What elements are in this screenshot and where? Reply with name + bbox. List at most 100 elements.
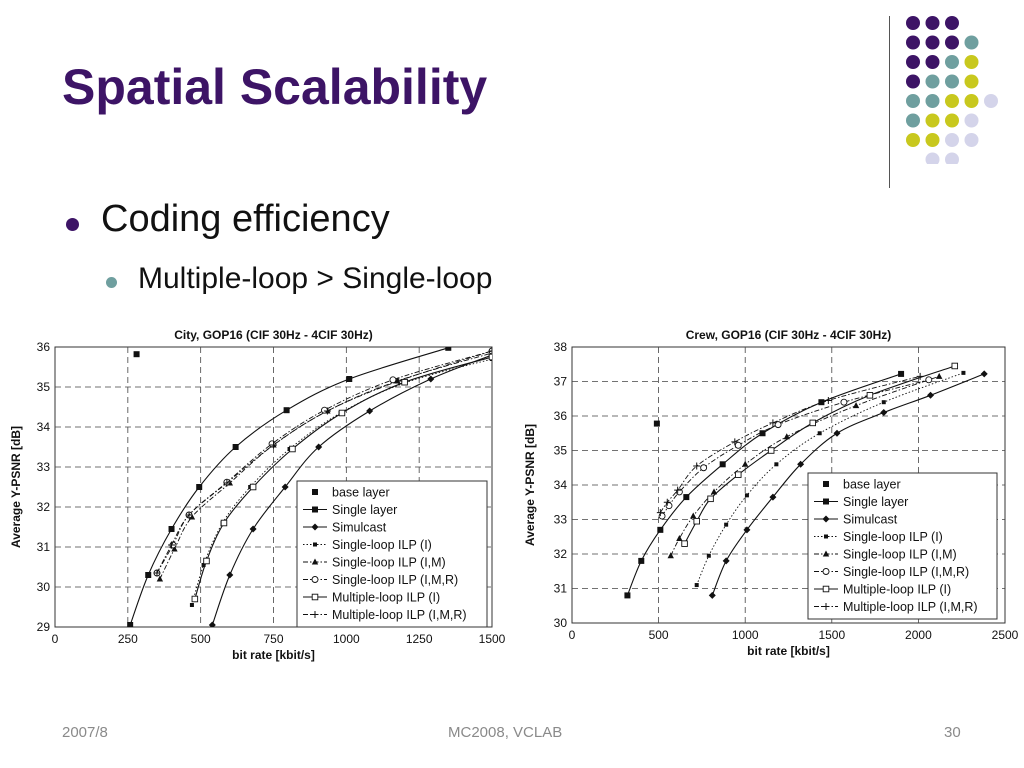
y-tick-label: 32 [37,500,51,514]
y-tick-label: 29 [37,620,51,634]
data-point [156,575,164,582]
data-point [220,519,228,527]
bullet-text: Coding efficiency [101,198,390,240]
legend-entry: Single-loop ILP (I,M,R) [814,565,969,579]
data-point [185,511,193,519]
decorative-dot [945,94,959,108]
data-point [676,534,683,541]
data-point [961,370,966,375]
y-axis-label: Average Y-PSNR [dB] [9,426,23,548]
data-point [783,433,790,440]
data-point [898,370,905,377]
x-tick-label: 500 [191,632,211,646]
data-point [852,402,860,409]
data-point [769,419,777,427]
series-single-loop-ilp-i [694,370,966,588]
decorative-dot [906,55,920,69]
legend-label: Single-loop ILP (I) [843,530,943,544]
y-tick-label: 31 [37,540,51,554]
data-point [822,603,830,610]
data-point [226,571,234,579]
legend-label: Simulcast [843,513,898,527]
y-tick-label: 36 [37,340,51,354]
series-multiple-loop-ilp-i-m-r [656,372,924,517]
x-axis-label: bit rate [kbit/s] [232,648,315,662]
decorative-dot [925,94,940,108]
data-point [823,498,829,505]
data-point [196,484,203,490]
data-point [735,471,742,478]
y-tick-label: 31 [554,582,568,596]
data-point [734,441,742,449]
decorative-dot [906,16,920,30]
x-tick-label: 1000 [333,632,360,646]
chart-city: City, GOP16 (CIF 30Hz - 4CIF 30Hz) 0 250 50… [9,328,506,662]
data-point [769,493,777,501]
data-point [311,558,319,565]
legend-label: base layer [332,486,390,500]
data-point [744,493,749,498]
chart-crew: Crew, GOP16 (CIF 30Hz - 4CIF 30Hz) 0 500 10… [523,328,1019,658]
decorative-dot [906,133,920,147]
data-point [311,593,319,601]
data-point [311,611,319,618]
data-point [667,552,674,559]
data-point [767,447,775,454]
data-point [283,407,290,414]
data-point [289,445,296,453]
data-point [249,483,257,491]
footer-date: 2007/8 [62,724,108,741]
data-point [168,526,175,532]
y-axis-label: Average Y-PSNR [dB] [523,424,537,546]
legend-entry: Single layer [303,503,397,517]
decorative-dot [925,152,940,164]
series-single-layer [127,347,452,627]
legend-entry: Multiple-loop ILP (I) [814,583,951,597]
data-point [951,362,959,370]
data-point [488,353,492,361]
legend-entry: Single layer [814,495,908,509]
series-base-layer [133,351,140,358]
data-point [366,407,374,415]
decorative-dot [906,74,920,89]
legend-label: Multiple-loop ILP (I) [843,583,951,597]
data-point [189,603,194,607]
data-point [719,461,726,468]
chart-title: City, GOP16 (CIF 30Hz - 4CIF 30Hz) [174,328,373,342]
decorative-dot [906,113,920,128]
data-point [866,392,874,399]
x-tick-label: 1500 [818,628,845,642]
legend-box [296,480,488,628]
data-point [311,576,319,583]
x-tick-label: 2500 [992,628,1019,642]
data-point [311,523,319,531]
data-point [817,431,822,436]
data-point [690,512,697,519]
data-point [624,592,631,599]
data-point [822,568,830,575]
data-point [281,483,289,491]
data-point [203,557,210,565]
data-point [427,375,435,383]
series-single-loop-ilp-i-m [667,372,943,559]
data-point [657,526,664,533]
legend-entry: Multiple-loop ILP (I,M,R) [303,608,467,622]
decorative-dot [925,113,940,128]
y-tick-label: 34 [554,478,568,492]
legend-label: Multiple-loop ILP (I,M,R) [843,600,978,614]
x-tick-label: 1500 [479,632,506,646]
series-simulcast [708,370,988,599]
data-point [127,622,134,627]
footer-center: MC2008, VCLAB [448,724,563,741]
data-point [191,595,199,603]
legend-entry: Multiple-loop ILP (I) [303,591,440,605]
data-point [270,441,277,449]
legend-entry: Simulcast [814,513,898,527]
x-tick-label: 0 [52,632,59,646]
data-point [706,553,711,558]
decorative-dot [984,94,998,108]
data-point [663,498,671,506]
decorative-dot [925,74,940,89]
legend-entry: Single-loop ILP (I,M) [814,548,957,562]
legend-box [807,472,998,620]
